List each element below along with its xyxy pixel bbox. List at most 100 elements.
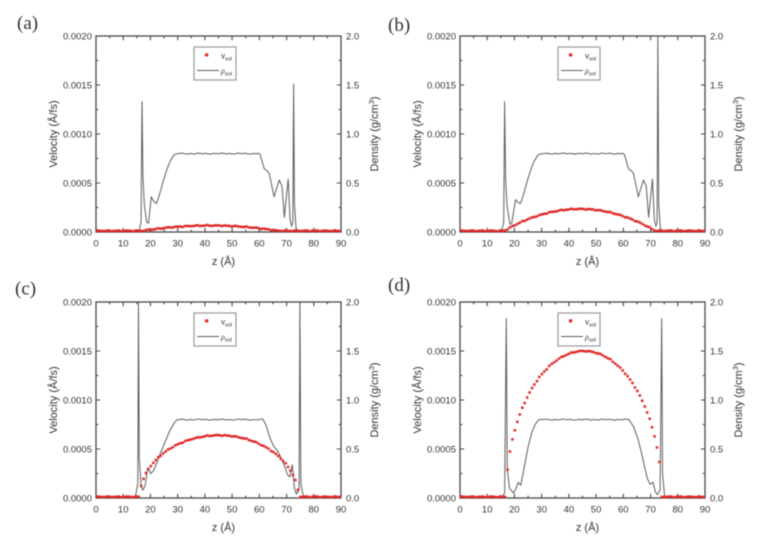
svg-text:(b): (b) [388,15,410,36]
svg-text:10: 10 [118,505,129,516]
svg-text:Velocity (Å/fs): Velocity (Å/fs) [47,100,60,167]
svg-text:Density (g/cm3): Density (g/cm3) [367,96,382,171]
svg-text:Velocity (Å/fs): Velocity (Å/fs) [411,100,424,167]
svg-text:0.0005: 0.0005 [427,179,456,190]
svg-text:(c): (c) [15,279,36,300]
svg-text:ρsol: ρsol [220,333,232,344]
svg-text:1.0: 1.0 [710,396,723,407]
svg-text:z (Å): z (Å) [212,521,235,534]
svg-text:0.0010: 0.0010 [63,396,92,407]
svg-text:30: 30 [536,239,547,250]
svg-text:1.0: 1.0 [346,396,359,407]
svg-text:80: 80 [309,505,320,516]
svg-text:z (Å): z (Å) [212,255,235,268]
svg-text:z (Å): z (Å) [576,521,599,534]
svg-text:70: 70 [645,239,656,250]
svg-text:2.0: 2.0 [710,298,723,309]
svg-text:0.0000: 0.0000 [427,228,456,239]
svg-text:0.0020: 0.0020 [427,32,456,43]
svg-text:20: 20 [509,239,520,250]
svg-text:ρsol: ρsol [220,67,232,78]
svg-text:0.0015: 0.0015 [63,81,92,92]
svg-text:30: 30 [536,505,547,516]
svg-text:0.0005: 0.0005 [427,445,456,456]
svg-text:z (Å): z (Å) [576,255,599,268]
svg-text:vsol: vsol [585,318,596,329]
svg-text:1.5: 1.5 [710,347,723,358]
svg-text:ρsol: ρsol [584,333,596,344]
svg-text:40: 40 [200,239,211,250]
svg-text:60: 60 [618,239,629,250]
svg-text:60: 60 [618,505,629,516]
svg-text:80: 80 [673,239,684,250]
svg-text:0.0020: 0.0020 [427,298,456,309]
svg-text:0.5: 0.5 [710,445,723,456]
svg-text:0.0000: 0.0000 [427,494,456,505]
svg-text:0.0: 0.0 [346,494,359,505]
svg-text:0.5: 0.5 [710,179,723,190]
svg-text:Velocity (Å/fs): Velocity (Å/fs) [47,366,60,433]
svg-text:20: 20 [145,239,156,250]
svg-text:10: 10 [118,239,129,250]
svg-text:1.0: 1.0 [346,130,359,141]
svg-text:70: 70 [281,239,292,250]
svg-text:vsol: vsol [221,318,232,329]
svg-text:0.0015: 0.0015 [63,347,92,358]
svg-text:0.0: 0.0 [710,228,723,239]
svg-text:20: 20 [509,505,520,516]
svg-text:40: 40 [564,239,575,250]
svg-text:2.0: 2.0 [710,32,723,43]
svg-text:Density (g/cm3): Density (g/cm3) [731,96,746,171]
svg-text:40: 40 [564,505,575,516]
svg-text:90: 90 [700,239,711,250]
svg-text:0.0: 0.0 [710,494,723,505]
svg-text:Velocity (Å/fs): Velocity (Å/fs) [411,366,424,433]
svg-text:50: 50 [227,505,238,516]
svg-text:Density (g/cm3): Density (g/cm3) [731,362,746,437]
svg-text:70: 70 [281,505,292,516]
svg-text:(a): (a) [17,13,38,34]
svg-text:70: 70 [645,505,656,516]
svg-text:60: 60 [254,239,265,250]
svg-text:90: 90 [336,239,347,250]
svg-text:50: 50 [591,239,602,250]
svg-text:0.0020: 0.0020 [63,32,92,43]
svg-text:40: 40 [200,505,211,516]
svg-text:0.0015: 0.0015 [427,347,456,358]
svg-text:0: 0 [457,239,462,250]
svg-text:2.0: 2.0 [346,32,359,43]
svg-text:0.0000: 0.0000 [63,494,92,505]
svg-text:Density (g/cm3): Density (g/cm3) [367,362,382,437]
svg-text:0.0000: 0.0000 [63,228,92,239]
svg-text:20: 20 [145,505,156,516]
svg-text:50: 50 [227,239,238,250]
svg-text:90: 90 [700,505,711,516]
svg-text:(d): (d) [388,275,410,296]
svg-text:0.0010: 0.0010 [427,130,456,141]
svg-text:0.0005: 0.0005 [63,445,92,456]
svg-text:0.0015: 0.0015 [427,81,456,92]
svg-text:2.0: 2.0 [346,298,359,309]
svg-text:60: 60 [254,505,265,516]
svg-text:10: 10 [482,239,493,250]
svg-text:30: 30 [172,505,183,516]
svg-text:vsol: vsol [585,52,596,63]
svg-text:0.5: 0.5 [346,179,359,190]
svg-text:1.5: 1.5 [346,81,359,92]
svg-text:0.0: 0.0 [346,228,359,239]
svg-text:0.0005: 0.0005 [63,179,92,190]
svg-text:10: 10 [482,505,493,516]
svg-text:ρsol: ρsol [584,67,596,78]
svg-text:1.0: 1.0 [710,130,723,141]
svg-text:0.0020: 0.0020 [63,298,92,309]
svg-text:1.5: 1.5 [710,81,723,92]
svg-text:50: 50 [591,505,602,516]
svg-text:90: 90 [336,505,347,516]
svg-text:0.0010: 0.0010 [427,396,456,407]
svg-text:0: 0 [93,239,98,250]
svg-text:vsol: vsol [221,52,232,63]
svg-text:0.5: 0.5 [346,445,359,456]
svg-text:0: 0 [93,505,98,516]
svg-text:80: 80 [673,505,684,516]
svg-text:80: 80 [309,239,320,250]
